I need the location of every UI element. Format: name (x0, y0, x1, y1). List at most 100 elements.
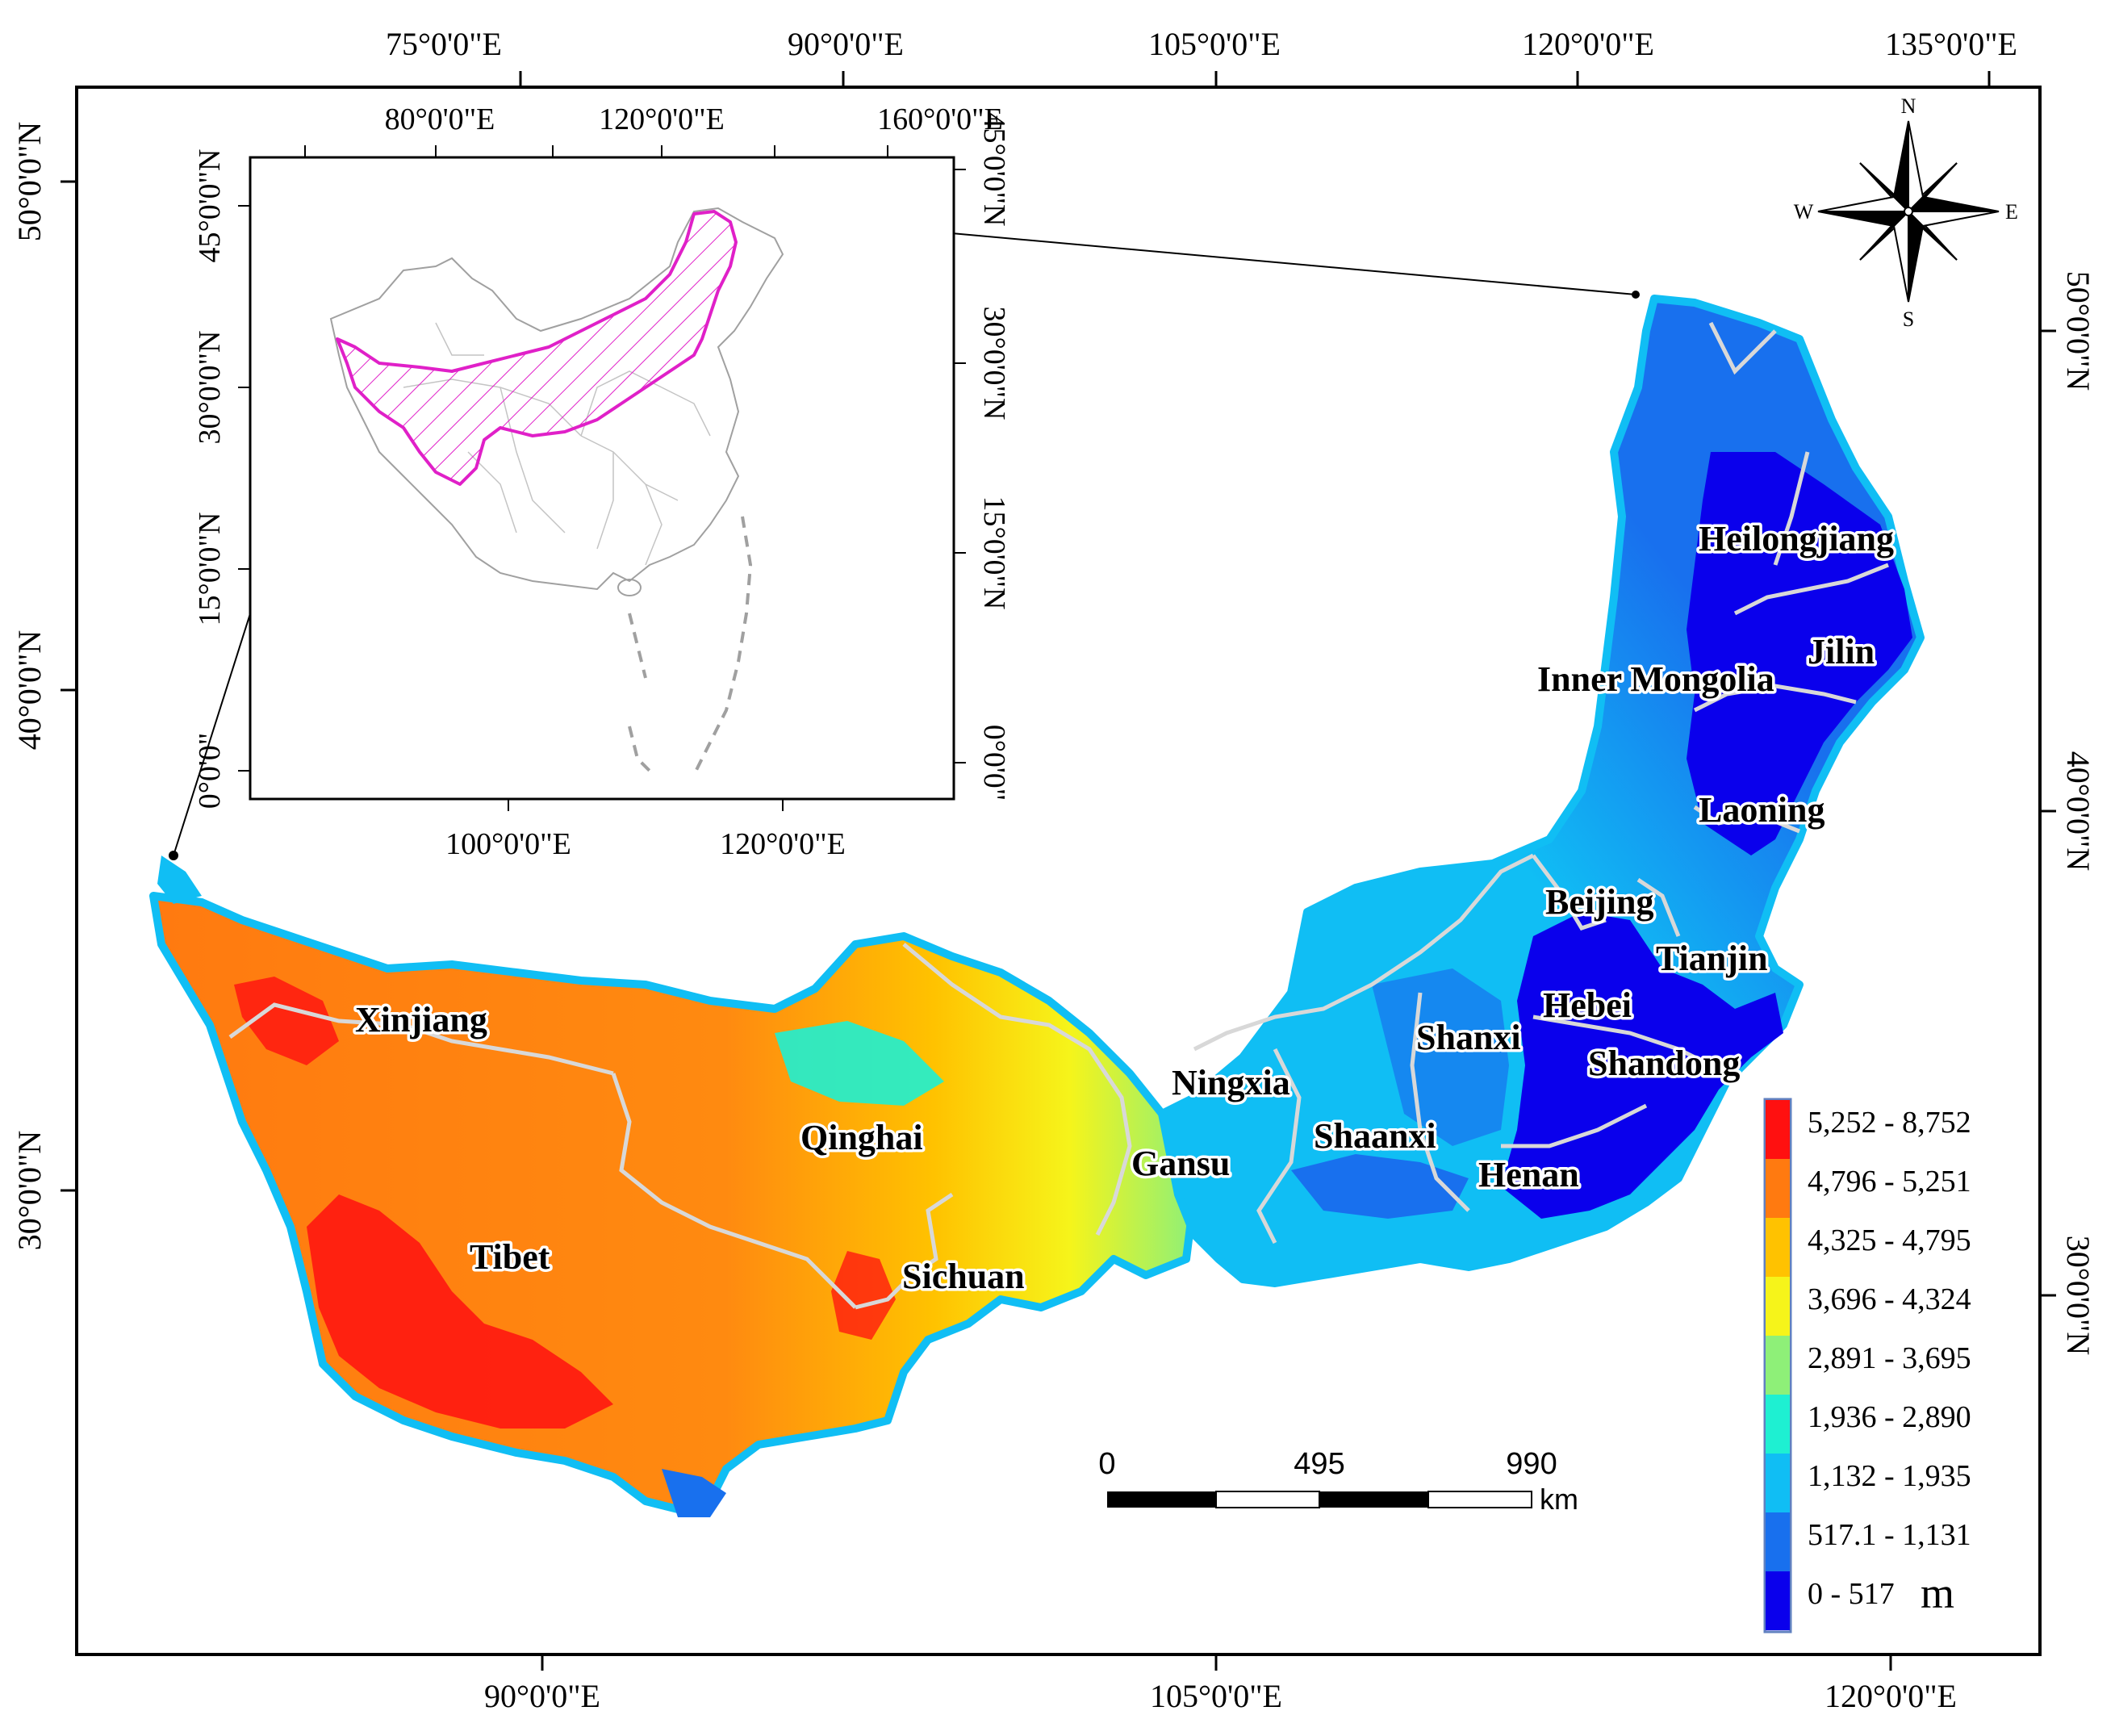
legend-swatch-6 (1766, 1395, 1790, 1454)
lon-top-105: 105°0'0"E (1148, 26, 1281, 62)
label-beijing: Beijing (1545, 882, 1653, 922)
inset-lon-top: 80°0'0"E 120°0'0"E 160°0'0"E (385, 102, 1003, 136)
inset-lat-right-45: 45°0'0"N (977, 113, 1011, 227)
inset-china-outline (329, 207, 784, 591)
lon-bottom-120: 120°0'0"E (1825, 1678, 1957, 1714)
label-tibet: Tibet (470, 1237, 550, 1277)
province-borders (228, 321, 1889, 1310)
lon-top-135: 135°0'0"E (1885, 26, 2017, 62)
lon-top-75: 75°0'0"E (386, 26, 502, 62)
legend-swatch-7 (1766, 1454, 1790, 1512)
inset-lat-right-15: 15°0'0"N (977, 496, 1011, 610)
lon-top-120: 120°0'0"E (1522, 26, 1654, 62)
inset-lon-top-120: 120°0'0"E (599, 102, 725, 136)
label-henan: Henan (1478, 1155, 1579, 1194)
inset-lat-left-30: 30°0'0"N (193, 331, 227, 445)
inset-lat-left: 45°0'0"N 30°0'0"N 15°0'0"N 0°0'0" (193, 149, 227, 809)
label-laoning: Laoning (1699, 790, 1825, 830)
lat-right-40: 40°0'0"N (2060, 751, 2096, 871)
lat-right-50: 50°0'0"N (2060, 271, 2096, 391)
main-lat-left: 50°0'0"N 40°0'0"N 30°0'0"N (11, 122, 48, 1250)
inset-lon-bottom-100: 100°0'0"E (445, 827, 571, 861)
inset-lon-top-160: 160°0'0"E (877, 102, 1003, 136)
legend-label-4: 3,696 - 4,324 (1808, 1282, 1971, 1316)
label-shaanxi: Shaanxi (1314, 1116, 1436, 1156)
high-elevation-xinjiang (234, 977, 339, 1065)
legend-swatch-9 (1766, 1571, 1790, 1630)
label-xinjiang: Xinjiang (355, 1000, 487, 1040)
compass-w: W (1794, 200, 1814, 224)
scale-bar: 0 495 990 km (1098, 1447, 1578, 1516)
inset-lat-left-45: 45°0'0"N (193, 149, 227, 263)
legend-swatch-3 (1766, 1218, 1790, 1277)
main-lon-top: 75°0'0"E 90°0'0"E 105°0'0"E 120°0'0"E 13… (386, 26, 2017, 62)
legend-swatch-2 (1766, 1159, 1790, 1218)
label-shandong: Shandong (1588, 1044, 1740, 1083)
scale-label-495: 495 (1294, 1447, 1344, 1481)
legend-label-5: 2,891 - 3,695 (1808, 1341, 1971, 1375)
label-heilongjiang: Heilongjiang (1699, 519, 1894, 558)
main-lat-right: 50°0'0"N 40°0'0"N 30°0'0"N (2060, 271, 2096, 1355)
label-tianjin: Tianjin (1656, 939, 1768, 978)
inset-lat-left-15: 15°0'0"N (193, 512, 227, 626)
scale-label-0: 0 (1098, 1447, 1115, 1481)
compass-n: N (1901, 94, 1916, 118)
inset-study-area (336, 210, 738, 486)
inset-nine-dash-line (628, 516, 753, 776)
label-qinghai: Qinghai (800, 1118, 923, 1157)
west-tip (157, 855, 202, 904)
label-shanxi: Shanxi (1416, 1018, 1521, 1057)
inset-lon-bottom: 100°0'0"E 120°0'0"E (445, 827, 846, 861)
inset-lat-right-0: 0°0'0" (977, 725, 1011, 801)
label-inner-mongolia: Inner Mongolia (1537, 659, 1774, 699)
compass-s: S (1903, 307, 1914, 331)
elevation-legend: 5,252 - 8,752 4,796 - 5,251 4,325 - 4,79… (1763, 1098, 1971, 1634)
high-elevation-sichuan (831, 1251, 896, 1340)
north-china-plain (1501, 912, 1783, 1219)
inset-lon-bottom-120: 120°0'0"E (720, 827, 846, 861)
main-map-ticks (61, 71, 2056, 1671)
inset-hainan (617, 579, 642, 596)
legend-swatch-1 (1766, 1100, 1790, 1159)
inset-lat-left-0: 0°0'0" (193, 733, 227, 809)
legend-label-6: 1,936 - 2,890 (1808, 1400, 1971, 1434)
label-sichuan: Sichuan (902, 1257, 1025, 1296)
province-labels: Heilongjiang Jilin Inner Mongolia Laonin… (353, 517, 1897, 1299)
inset-lon-top-80: 80°0'0"E (385, 102, 495, 136)
study-region (149, 291, 1925, 1517)
legend-swatch-4 (1766, 1277, 1790, 1336)
lon-top-90: 90°0'0"E (788, 26, 904, 62)
lon-bottom-105: 105°0'0"E (1150, 1678, 1282, 1714)
label-hebei: Hebei (1543, 985, 1632, 1025)
inset-frame (249, 156, 955, 801)
southeast-tibet-lowland (662, 1469, 726, 1517)
northeast-plain (1687, 452, 1912, 855)
inset-lat-right-30: 30°0'0"N (977, 307, 1011, 420)
label-jilin: Jilin (1808, 632, 1875, 671)
lower-wei-lowland (1291, 1154, 1469, 1219)
legend-label-2: 4,796 - 5,251 (1808, 1165, 1971, 1198)
legend-swatch-8 (1766, 1512, 1790, 1571)
lon-bottom-90: 90°0'0"E (484, 1678, 600, 1714)
legend-unit: m (1921, 1569, 1954, 1617)
scale-label-990: 990 (1506, 1447, 1557, 1481)
legend-label-8: 517.1 - 1,131 (1808, 1518, 1971, 1552)
legend-label-7: 1,132 - 1,935 (1808, 1459, 1971, 1493)
inset-map: 80°0'0"E 120°0'0"E 160°0'0"E 100°0'0"E 1… (193, 102, 1011, 861)
lat-right-30: 30°0'0"N (2060, 1236, 2096, 1355)
main-lon-bottom: 90°0'0"E 105°0'0"E 120°0'0"E (484, 1678, 1957, 1714)
legend-label-1: 5,252 - 8,752 (1808, 1106, 1971, 1140)
lat-left-40: 40°0'0"N (11, 630, 48, 750)
scale-unit: km (1540, 1483, 1578, 1516)
label-ningxia: Ningxia (1172, 1063, 1290, 1102)
east-midland (1372, 968, 1509, 1146)
qaidam-basin (775, 1021, 944, 1106)
legend-label-3: 4,325 - 4,795 (1808, 1224, 1971, 1257)
label-gansu: Gansu (1131, 1144, 1230, 1183)
compass-e: E (2005, 200, 2018, 224)
lat-left-30: 30°0'0"N (11, 1131, 48, 1250)
inset-lat-right: 45°0'0"N 30°0'0"N 15°0'0"N 0°0'0" (977, 113, 1011, 801)
compass-rose-icon: N S E W (1794, 94, 2018, 331)
legend-label-9: 0 - 517 (1808, 1577, 1895, 1611)
